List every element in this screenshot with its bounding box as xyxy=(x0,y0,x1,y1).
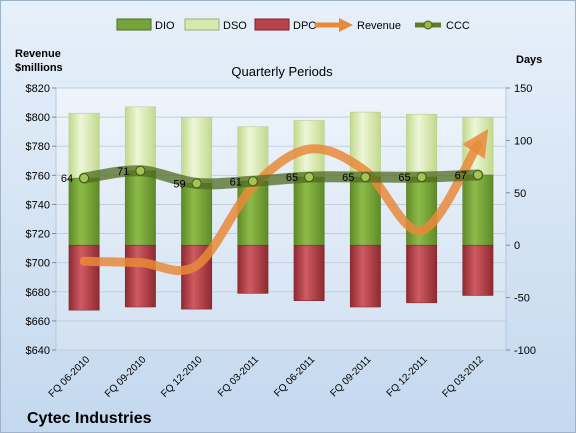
legend-item-ccc: CCC xyxy=(415,20,470,32)
ccc-point xyxy=(416,172,427,183)
ccc-point xyxy=(191,178,202,189)
right-tick-label: 150 xyxy=(514,83,532,95)
legend-item-dio: DIO xyxy=(116,18,175,32)
right-axis-ticks: -100 -50 0 50 100 150 xyxy=(506,83,536,357)
left-tick-label: $640 xyxy=(26,345,50,357)
legend-label-revenue: Revenue xyxy=(357,20,401,32)
left-tick-label: $820 xyxy=(26,83,50,95)
dpo-bar xyxy=(68,244,100,311)
ccc-data-label: 65 xyxy=(342,172,354,184)
ccc-series: 64 71 59 61 65 65 65 67 xyxy=(61,165,484,190)
legend-item-dpo: DPO xyxy=(254,18,317,32)
right-tick-label: 50 xyxy=(514,188,526,200)
category-label: FQ 09-2010 xyxy=(103,354,149,400)
ccc-data-label: 65 xyxy=(286,172,298,184)
ccc-point xyxy=(247,176,258,187)
legend-label-dpo: DPO xyxy=(293,20,317,32)
category-labels: FQ 06-2010 FQ 09-2010 FQ 12-2010 FQ 03-2011… xyxy=(47,354,487,400)
left-tick-label: $780 xyxy=(26,141,50,153)
left-tick-label: $800 xyxy=(26,112,50,124)
right-tick-label: -50 xyxy=(514,293,530,305)
legend-item-revenue: Revenue xyxy=(314,18,401,32)
right-tick-label: 0 xyxy=(514,240,520,252)
bars xyxy=(68,106,494,311)
ccc-data-label: 71 xyxy=(117,166,129,178)
right-tick-label: 100 xyxy=(514,135,532,147)
dio-bar xyxy=(124,170,156,246)
dpo-bar xyxy=(293,244,325,301)
left-axis-ticks: $640 $660 $680 $700 $720 $740 $760 $780 $800 $820 xyxy=(26,83,56,357)
legend-label-dso: DSO xyxy=(223,20,247,32)
left-tick-label: $760 xyxy=(26,170,50,182)
dpo-bar xyxy=(462,244,494,296)
ccc-data-label: 65 xyxy=(398,172,410,184)
category-label: FQ 03-2012 xyxy=(440,354,486,400)
dio-bar xyxy=(181,183,213,246)
ccc-data-label: 61 xyxy=(230,176,242,188)
dso-bar xyxy=(124,106,156,172)
ccc-point xyxy=(135,165,146,176)
right-axis-title: Days xyxy=(516,54,542,66)
category-label: FQ 12-2010 xyxy=(159,354,205,400)
legend-label-dio: DIO xyxy=(155,20,175,32)
left-tick-label: $700 xyxy=(26,258,50,270)
category-label: FQ 06-2011 xyxy=(272,354,317,399)
category-label: FQ 12-2011 xyxy=(385,354,430,399)
left-tick-label: $740 xyxy=(26,199,50,211)
ccc-point xyxy=(360,172,371,183)
left-tick-label: $660 xyxy=(26,316,50,328)
ccc-data-label: 64 xyxy=(61,173,73,185)
left-tick-label: $680 xyxy=(26,287,50,299)
company-name: Cytec Industries xyxy=(27,410,152,427)
chart-title: Quarterly Periods xyxy=(231,64,333,79)
ccc-point xyxy=(79,173,90,184)
ccc-data-label: 67 xyxy=(455,170,467,182)
dpo-bar xyxy=(237,244,269,294)
dso-bar xyxy=(237,126,269,182)
legend-item-dso: DSO xyxy=(184,18,247,32)
dpo-bar xyxy=(406,244,438,304)
category-label: FQ 09-2011 xyxy=(329,354,374,399)
dso-bar xyxy=(181,117,213,184)
revenue-series xyxy=(79,128,489,276)
legend: DIO DSO DPO Revenue CCC xyxy=(116,18,470,32)
dso-bar xyxy=(406,113,438,178)
legend-revenue-arrow-icon xyxy=(339,18,353,32)
revenue-line xyxy=(79,128,489,276)
dpo-bar xyxy=(349,244,381,308)
right-tick-label: -100 xyxy=(514,345,536,357)
left-axis-title-line2: $millions xyxy=(15,62,63,74)
category-label: FQ 03-2011 xyxy=(216,354,261,399)
ccc-point xyxy=(304,172,315,183)
left-tick-label: $720 xyxy=(26,229,50,241)
dso-bar xyxy=(68,112,100,179)
dio-bar xyxy=(462,174,494,246)
ccc-data-label: 59 xyxy=(173,178,185,190)
dpo-bar xyxy=(124,244,156,308)
dio-bar xyxy=(68,177,100,246)
ccc-point xyxy=(472,169,483,180)
left-axis-title-line1: Revenue xyxy=(15,48,61,60)
dio-bar xyxy=(293,176,325,246)
legend-label-ccc: CCC xyxy=(446,20,470,32)
legend-ccc-marker-icon xyxy=(423,20,433,30)
category-label: FQ 06-2010 xyxy=(47,354,93,400)
